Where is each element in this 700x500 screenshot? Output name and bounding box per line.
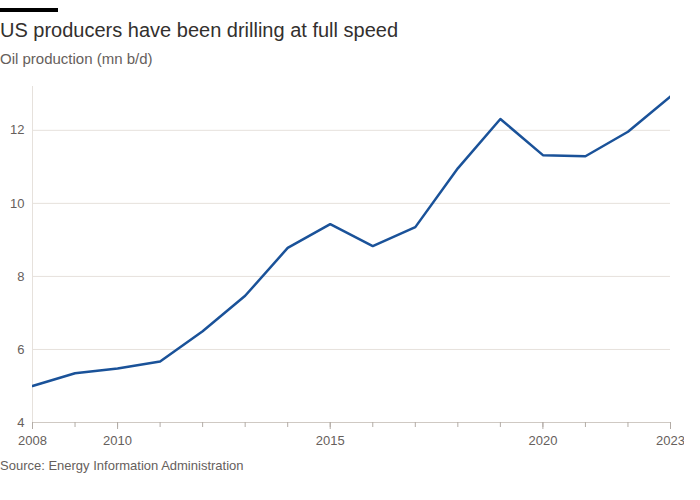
svg-text:2008: 2008 — [18, 433, 47, 448]
svg-text:4: 4 — [17, 415, 24, 430]
html-text:US producers have been drillin: US producers have been drilling at full … — [0, 19, 398, 41]
svg-text:2023: 2023 — [656, 433, 684, 448]
svg-text:12: 12 — [10, 122, 24, 137]
svg-text:6: 6 — [17, 342, 24, 357]
svg-text:2020: 2020 — [528, 433, 557, 448]
html-text:Source: Energy Information Adm: Source: Energy Information Administratio… — [0, 458, 244, 473]
html-text:Oil production (mn b/d): Oil production (mn b/d) — [0, 50, 153, 67]
svg-text:8: 8 — [17, 269, 24, 284]
svg-text:10: 10 — [10, 196, 24, 211]
svg-text:2010: 2010 — [103, 433, 132, 448]
svg-text:2015: 2015 — [316, 433, 345, 448]
